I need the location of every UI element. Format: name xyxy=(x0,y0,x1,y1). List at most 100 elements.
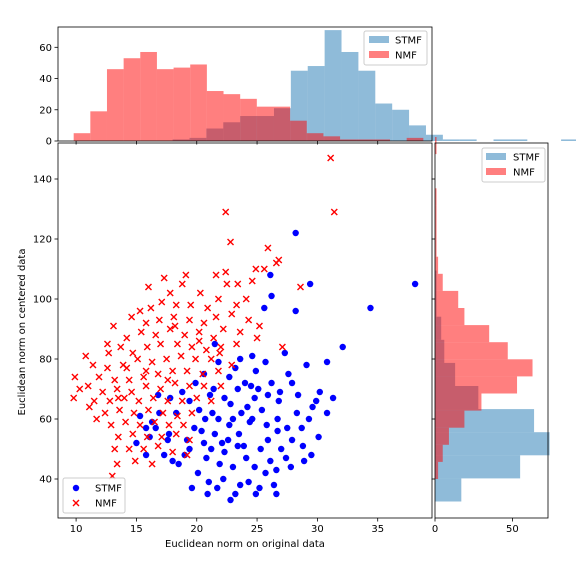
scatter-point-stmf xyxy=(164,436,171,444)
right-legend-label: NMF xyxy=(513,168,535,179)
scatter-point-stmf xyxy=(160,451,168,459)
scatter-point-nmf xyxy=(327,154,335,162)
scatter-point-nmf xyxy=(114,433,122,441)
scatter-point-nmf xyxy=(157,385,165,393)
scatter-point-stmf xyxy=(292,229,299,237)
scatter-point-stmf xyxy=(186,445,193,453)
scatter-point-nmf xyxy=(278,343,286,351)
right-hist-bar-nmf xyxy=(435,222,437,240)
scatter-point-nmf xyxy=(166,289,174,297)
scatter-point-stmf xyxy=(292,307,299,315)
scatter-point-nmf xyxy=(214,295,222,303)
scatter-point-stmf xyxy=(142,451,150,459)
scatter-point-stmf xyxy=(210,385,217,393)
main-legend-marker-nmf xyxy=(72,499,80,507)
scatter-point-stmf xyxy=(270,481,278,489)
scatter-point-stmf xyxy=(315,433,322,441)
scatter-point-nmf xyxy=(114,394,122,402)
scatter-point-nmf xyxy=(207,355,215,363)
scatter-point-nmf xyxy=(166,325,174,333)
scatter-point-stmf xyxy=(215,415,222,423)
top-hist-bar-nmf xyxy=(156,69,174,141)
main-y-tick-label: 140 xyxy=(33,175,52,186)
scatter-point-nmf xyxy=(252,265,260,273)
scatter-point-stmf xyxy=(198,427,205,435)
scatter-point-stmf xyxy=(249,352,256,360)
top-legend-swatch-stmf xyxy=(369,36,389,43)
scatter-point-nmf xyxy=(157,340,165,348)
top-hist-bar-stmf xyxy=(392,109,410,141)
scatter-point-stmf xyxy=(285,370,292,378)
top-hist-bar-stmf xyxy=(324,30,342,141)
scatter-point-nmf xyxy=(170,313,178,321)
scatter-point-nmf xyxy=(171,379,179,387)
scatter-point-nmf xyxy=(171,322,179,330)
scatter-point-stmf xyxy=(252,367,260,375)
scatter-point-stmf xyxy=(236,355,244,363)
top-hist-bar-nmf xyxy=(240,98,257,141)
right-hist-bar-nmf xyxy=(435,461,439,479)
scatter-point-stmf xyxy=(240,442,247,450)
right-legend-swatch-nmf xyxy=(486,168,506,175)
top-legend-swatch-nmf xyxy=(369,51,389,58)
scatter-point-stmf xyxy=(220,475,227,483)
scatter-point-stmf xyxy=(277,445,285,453)
top-hist-bar-stmf xyxy=(493,139,511,141)
main-legend-label: STMF xyxy=(95,484,122,495)
scatter-point-nmf xyxy=(95,373,103,381)
scatter-point-nmf xyxy=(195,328,203,336)
scatter-point-nmf xyxy=(200,382,208,390)
top-axes-frame xyxy=(57,26,433,142)
right-hist-bar-nmf xyxy=(435,137,437,155)
scatter-point-nmf xyxy=(128,388,136,396)
scatter-point-stmf xyxy=(303,361,310,369)
scatter-point-stmf xyxy=(288,379,296,387)
main-x-tick-label: 30 xyxy=(311,524,324,535)
scatter-point-nmf xyxy=(90,397,98,405)
scatter-point-stmf xyxy=(186,397,193,405)
scatter-point-nmf xyxy=(105,349,113,357)
scatter-point-stmf xyxy=(268,292,275,300)
top-hist-bar-nmf xyxy=(90,111,107,141)
scatter-point-nmf xyxy=(143,343,151,351)
top-hist-bar-nmf xyxy=(123,58,141,141)
scatter-point-nmf xyxy=(178,280,186,288)
scatter-point-stmf xyxy=(211,430,219,438)
scatter-point-nmf xyxy=(173,340,181,348)
scatter-point-stmf xyxy=(200,439,208,447)
right-hist-bar-stmf xyxy=(435,478,462,502)
scatter-point-nmf xyxy=(107,421,115,429)
scatter-point-nmf xyxy=(106,397,114,405)
scatter-point-stmf xyxy=(209,409,216,417)
scatter-point-stmf xyxy=(261,304,268,312)
scatter-point-stmf xyxy=(264,436,272,444)
scatter-point-stmf xyxy=(191,424,198,432)
top-y-tick-label: 20 xyxy=(39,105,52,116)
scatter-point-stmf xyxy=(247,382,255,390)
right-x-tick-label: 50 xyxy=(506,524,519,535)
scatter-point-stmf xyxy=(323,358,331,366)
scatter-point-stmf xyxy=(323,409,331,417)
scatter-point-nmf xyxy=(188,409,196,417)
scatter-point-nmf xyxy=(136,421,144,429)
scatter-point-stmf xyxy=(218,439,226,447)
scatter-point-stmf xyxy=(235,430,243,438)
scatter-point-stmf xyxy=(300,457,308,465)
scatter-point-stmf xyxy=(273,490,280,498)
scatter-point-nmf xyxy=(158,298,166,306)
scatter-point-stmf xyxy=(227,496,234,504)
scatter-point-stmf xyxy=(293,409,301,417)
scatter-point-stmf xyxy=(133,439,140,447)
scatter-point-nmf xyxy=(113,460,121,468)
scatter-point-stmf xyxy=(267,457,274,465)
scatter-point-nmf xyxy=(154,442,162,450)
scatter-point-nmf xyxy=(223,280,231,288)
scatter-point-nmf xyxy=(84,382,92,390)
top-y-tick-label: 0 xyxy=(46,137,52,148)
top-hist-bar-nmf xyxy=(273,106,291,141)
scatter-point-stmf xyxy=(306,280,314,288)
top-hist-bar-nmf xyxy=(406,137,424,141)
right-hist-bar-nmf xyxy=(435,205,437,223)
scatter-point-stmf xyxy=(273,466,280,474)
scatter-point-nmf xyxy=(128,313,136,321)
